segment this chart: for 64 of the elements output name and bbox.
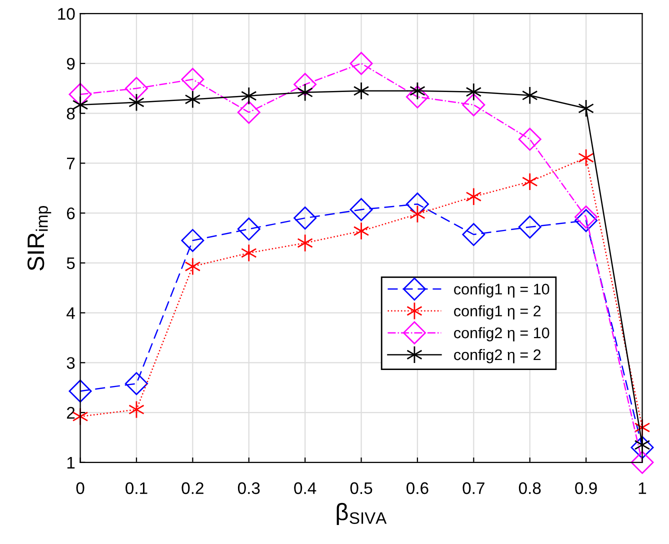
x-tick-label: 0.5 bbox=[350, 482, 372, 494]
point bbox=[522, 172, 538, 191]
point bbox=[294, 206, 317, 230]
point bbox=[128, 400, 144, 419]
y-tick-label: 10 bbox=[58, 8, 75, 20]
y-tick-label: 7 bbox=[67, 158, 75, 170]
legend-label: config2 η = 2 bbox=[454, 348, 541, 364]
y-tick-label: 3 bbox=[66, 357, 75, 369]
point bbox=[466, 82, 482, 101]
point bbox=[68, 380, 92, 403]
x-tick-label: 0.2 bbox=[182, 482, 204, 494]
point bbox=[630, 436, 654, 459]
y-tick-label: 1 bbox=[67, 456, 75, 468]
point bbox=[350, 198, 373, 222]
point bbox=[410, 205, 426, 224]
point bbox=[181, 68, 204, 91]
x-tick-label: 0.1 bbox=[126, 482, 148, 494]
y-tick-label: 4 bbox=[66, 307, 75, 319]
point bbox=[406, 85, 429, 108]
x-tick-label: 0.8 bbox=[518, 482, 541, 494]
point bbox=[297, 234, 313, 252]
legend-label: config1 η = 10 bbox=[454, 283, 550, 298]
point bbox=[578, 148, 594, 167]
point bbox=[353, 82, 370, 100]
point bbox=[518, 128, 542, 151]
point bbox=[184, 90, 201, 108]
point bbox=[466, 188, 482, 206]
x-tick-label: 1 bbox=[638, 482, 646, 494]
legend-label: config1 η = 2 bbox=[454, 305, 541, 320]
point bbox=[522, 86, 538, 104]
x-tick-label: 0 bbox=[76, 482, 84, 494]
y-tick-label: 2 bbox=[66, 406, 75, 419]
point bbox=[630, 450, 654, 474]
x-tick-label: 0.4 bbox=[294, 482, 316, 494]
point bbox=[184, 257, 201, 276]
y-tick-label: 9 bbox=[66, 58, 75, 70]
point bbox=[124, 372, 148, 396]
y-axis-title: SIR$_{imp}$ bbox=[27, 206, 52, 270]
y-tick-label: 6 bbox=[66, 207, 75, 220]
legend-label: config2 η = 10 bbox=[454, 327, 550, 342]
point bbox=[574, 206, 598, 229]
point bbox=[124, 76, 148, 100]
point bbox=[237, 218, 260, 241]
y-tick-label: 5 bbox=[66, 258, 75, 270]
point bbox=[128, 93, 144, 112]
point bbox=[294, 72, 317, 96]
point bbox=[462, 223, 486, 246]
y-tick-label: 8 bbox=[66, 108, 75, 120]
point bbox=[574, 209, 598, 232]
x-tick-label: 0.3 bbox=[238, 482, 260, 494]
point bbox=[518, 216, 542, 239]
point bbox=[240, 86, 257, 105]
point bbox=[181, 228, 204, 252]
point bbox=[237, 100, 260, 124]
x-tick-label: 0.7 bbox=[462, 482, 484, 494]
point bbox=[350, 52, 373, 75]
x-tick-label: 0.6 bbox=[406, 482, 428, 494]
x-tick-label: 0.9 bbox=[575, 482, 597, 494]
point bbox=[240, 244, 257, 262]
x-axis-title: β$_{SIVA}$ bbox=[336, 502, 387, 525]
point bbox=[462, 93, 486, 116]
point bbox=[68, 82, 92, 106]
point bbox=[353, 222, 370, 240]
point bbox=[578, 99, 594, 118]
